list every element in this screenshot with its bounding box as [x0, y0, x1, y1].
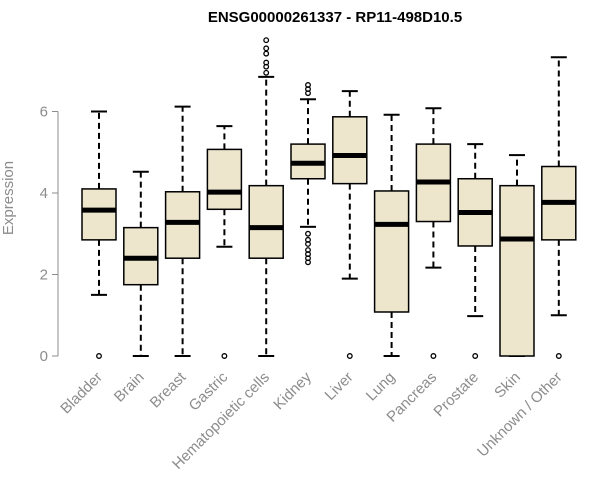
box-group	[457, 143, 493, 359]
outlier-point	[305, 230, 311, 237]
outlier-point	[346, 353, 353, 359]
y-tick-label: 4	[40, 185, 48, 202]
x-category-label: Bladder	[57, 369, 106, 418]
box-body	[332, 116, 368, 185]
y-tick-label: 6	[40, 104, 48, 121]
outlier-point	[430, 353, 437, 359]
box-group	[164, 105, 201, 357]
box-group	[541, 56, 577, 359]
box-group	[123, 170, 159, 357]
box-group	[499, 154, 535, 357]
x-category-label: Kidney	[270, 368, 315, 413]
outlier-point	[263, 37, 270, 44]
chart-title: ENSG00000261337 - RP11-498D10.5	[208, 9, 462, 26]
box-group	[290, 82, 326, 266]
box-body	[248, 184, 284, 259]
box-body	[81, 188, 117, 241]
y-tick-label: 2	[40, 267, 48, 284]
outlier-point	[96, 353, 102, 359]
box-body	[499, 184, 535, 357]
y-axis-label: Expression	[0, 161, 17, 235]
box-group	[206, 125, 243, 359]
outlier-point	[555, 353, 562, 359]
box-group	[248, 37, 284, 357]
outlier-point	[305, 236, 311, 243]
y-tick-label: 0	[40, 348, 48, 365]
y-axis: 0 2 4 6	[40, 104, 59, 365]
outlier-point	[472, 353, 479, 359]
outlier-point	[305, 82, 311, 88]
box-group	[81, 110, 117, 359]
box-group	[332, 90, 368, 359]
outlier-point	[221, 353, 228, 359]
outlier-point	[263, 59, 270, 66]
box-group	[373, 113, 410, 357]
x-category-label: Liver	[322, 369, 357, 404]
box-body	[164, 191, 201, 259]
outlier-point	[263, 69, 270, 76]
outlier-point	[263, 45, 270, 52]
box-body	[373, 190, 410, 313]
x-category-label: Breast	[147, 368, 190, 411]
boxes	[81, 37, 577, 359]
x-category-label: Skin	[491, 369, 524, 402]
outlier-point	[305, 247, 311, 253]
outlier-point	[263, 50, 270, 57]
box-group	[415, 107, 452, 359]
x-category-label: Prostate	[430, 369, 482, 421]
x-category-label: Brain	[111, 369, 148, 406]
x-category-label: Lung	[363, 369, 399, 405]
box-body	[206, 148, 243, 211]
